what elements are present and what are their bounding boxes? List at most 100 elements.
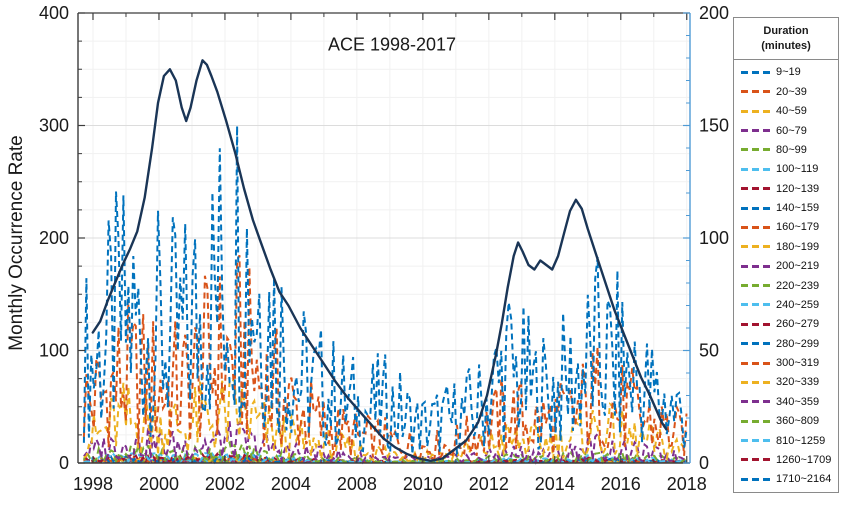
legend-entry-label: 120~139 [776, 182, 820, 195]
left-tick-label: 0 [59, 453, 69, 473]
legend-dash-swatch [741, 284, 771, 287]
solid-activity-line [91, 59, 668, 462]
legend-entry-label: 40~59 [776, 105, 807, 118]
legend-entry-label: 360~809 [776, 415, 820, 428]
legend-entry: 320~339 [741, 375, 838, 390]
legend-entry-label: 260~279 [776, 318, 820, 331]
legend-entry: 280~299 [741, 336, 838, 351]
series-line-140~159 [83, 452, 687, 465]
legend-entry: 40~59 [741, 104, 838, 119]
series-line-100~119 [83, 450, 687, 464]
x-tick-label: 1998 [73, 474, 113, 494]
legend-box: Duration (minutes) 9~19 20~39 40~59 60~79 80… [733, 17, 839, 493]
tick-labels: 1998 2000 2002 2004 2008 2010 2012 2014 2016 2018… [39, 3, 729, 494]
legend-entry: 810~1259 [741, 433, 838, 448]
x-tick-label: 2002 [205, 474, 245, 494]
legend-dash-swatch [741, 187, 771, 191]
legend-entry-label: 340~359 [776, 395, 820, 408]
legend-entry-label: 240~259 [776, 298, 820, 311]
legend-title-line2: (minutes) [761, 39, 811, 52]
x-tick-label: 2000 [139, 474, 179, 494]
legend-entry: 220~239 [741, 278, 838, 293]
legend-dash-swatch [741, 303, 771, 307]
legend-entry-label: 80~99 [776, 143, 807, 156]
x-tick-label: 2008 [337, 474, 377, 494]
legend-entry-label: 180~199 [776, 240, 820, 253]
legend-entry: 140~159 [741, 201, 838, 216]
legend-entry-label: 1260~1709 [776, 453, 832, 466]
legend-dash-swatch [741, 380, 771, 384]
legend-dash-swatch [741, 70, 771, 74]
legend-entry-label: 300~319 [776, 357, 820, 369]
legend-dash-swatch [741, 400, 771, 404]
legend-dash-swatch [741, 419, 771, 423]
tick-marks [78, 12, 690, 464]
legend-dash-swatch [741, 225, 771, 229]
series-line-9~19 [82, 125, 688, 457]
legend-entries: 9~19 20~39 40~59 60~79 80~99 100~119 120~139 14… [734, 60, 838, 492]
legend-entry-label: 220~239 [776, 279, 820, 292]
legend-entry: 300~319 [741, 356, 838, 371]
legend-dash-swatch [741, 477, 771, 481]
legend-entry: 180~199 [741, 239, 838, 254]
legend-dash-swatch [741, 206, 771, 210]
legend-dash-swatch [741, 439, 771, 442]
legend-dash-swatch [741, 90, 771, 94]
legend-entry-label: 160~179 [776, 221, 820, 234]
legend-title-line1: Duration [763, 25, 809, 37]
legend-dash-swatch [741, 129, 771, 132]
legend-entry: 260~279 [741, 317, 838, 332]
x-tick-label: 2010 [403, 474, 443, 494]
chart-title-annotation: ACE 1998-2017 [327, 34, 457, 55]
legend-dash-swatch [741, 148, 771, 152]
legend-dash-swatch [741, 167, 771, 171]
legend-entry: 120~139 [741, 181, 838, 196]
left-tick-label: 300 [39, 116, 69, 136]
legend-entry-label: 9~19 [776, 66, 801, 79]
legend-entry: 9~19 [741, 65, 838, 80]
legend-entry: 200~219 [741, 259, 838, 274]
legend-entry-label: 320~339 [776, 376, 820, 389]
series-line-20~39 [82, 254, 688, 462]
legend-entry: 340~359 [741, 394, 838, 409]
legend-dash-swatch [741, 264, 771, 268]
legend-entry-label: 100~119 [776, 163, 819, 176]
right-tick-label: 150 [699, 116, 729, 136]
left-tick-label: 100 [39, 341, 69, 361]
legend-entry: 360~809 [741, 414, 838, 429]
legend-dash-swatch [741, 322, 771, 326]
legend-dash-swatch [741, 458, 771, 462]
x-tick-label: 2014 [535, 474, 575, 494]
legend-entry: 100~119 [741, 162, 838, 177]
legend-entry-label: 140~159 [776, 202, 820, 214]
left-tick-label: 400 [39, 3, 69, 23]
x-tick-label: 2012 [469, 474, 509, 494]
series-lines [82, 125, 688, 465]
legend-entry-label: 60~79 [776, 124, 807, 137]
right-tick-label: 200 [699, 3, 729, 23]
x-tick-label: 2018 [667, 474, 707, 494]
legend-entry-label: 200~219 [776, 260, 820, 273]
right-tick-label: 100 [699, 228, 729, 248]
legend-dash-swatch [741, 245, 771, 249]
x-tick-label: 2016 [601, 474, 641, 494]
series-line-40~59 [83, 378, 688, 464]
right-tick-label: 50 [699, 341, 719, 361]
legend-dash-swatch [741, 342, 771, 346]
left-axis-title: Monthly Occurrence Rate [6, 135, 27, 351]
legend-entry: 160~179 [741, 220, 838, 235]
legend-title: Duration (minutes) [734, 18, 838, 60]
legend-entry: 1260~1709 [741, 452, 838, 467]
left-tick-label: 200 [39, 228, 69, 248]
legend-dash-swatch [741, 361, 771, 365]
legend-entry-label: 280~299 [776, 337, 820, 350]
legend-entry: 60~79 [741, 123, 838, 138]
legend-entry: 240~259 [741, 297, 838, 312]
legend-entry-label: 810~1259 [776, 434, 826, 447]
legend-entry-label: 1710~2164 [776, 473, 832, 486]
x-tick-label: 2004 [271, 474, 311, 494]
legend-entry: 80~99 [741, 142, 838, 157]
legend-entry: 20~39 [741, 84, 838, 99]
